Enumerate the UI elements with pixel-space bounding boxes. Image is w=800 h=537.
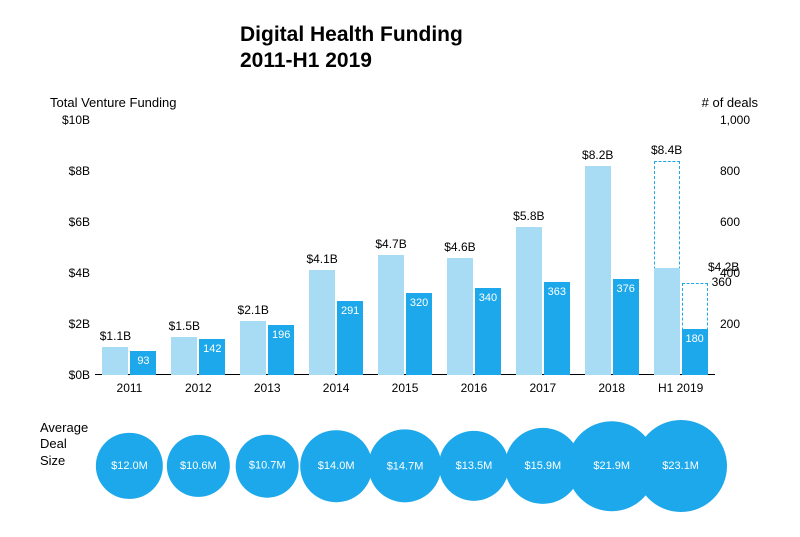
title-line-2: 2011-H1 2019 (240, 48, 463, 74)
bar-group: $4.1B2912014 (302, 120, 371, 375)
right-y-tick: 200 (720, 317, 765, 331)
left-y-tick: $2B (50, 317, 90, 331)
x-axis-label: 2015 (392, 381, 419, 395)
avg-deal-size-bubble: $10.6M (167, 435, 229, 497)
bar-group: $4.6B3402016 (440, 120, 509, 375)
funding-bar (378, 255, 404, 375)
right-y-axis-title: # of deals (702, 95, 758, 110)
left-y-tick: $6B (50, 215, 90, 229)
bar-group: $4.7B3202015 (371, 120, 440, 375)
left-y-tick: $4B (50, 266, 90, 280)
title-line-1: Digital Health Funding (240, 22, 463, 48)
right-y-tick: 1,000 (720, 113, 765, 127)
avg-deal-size-bubble: $12.0M (96, 433, 162, 499)
funding-label: $5.8B (513, 209, 544, 223)
funding-bar (102, 347, 128, 375)
funding-bar (654, 268, 680, 375)
bar-group: $8.2B3762018 (577, 120, 646, 375)
avg-deal-size-label-l2: Deal (40, 436, 88, 452)
x-axis-label: 2017 (529, 381, 556, 395)
deals-label: 196 (272, 329, 290, 341)
bar-group: $1.5B1422012 (164, 120, 233, 375)
left-y-tick: $0B (50, 368, 90, 382)
funding-label: $4.6B (444, 240, 475, 254)
x-axis-label: 2014 (323, 381, 350, 395)
deals-label: 291 (341, 305, 359, 317)
deals-label: 320 (410, 297, 428, 309)
x-axis-label: 2011 (117, 381, 143, 395)
deals-label: 363 (548, 286, 566, 298)
right-y-tick: 600 (720, 215, 765, 229)
funding-label: $2.1B (238, 303, 269, 317)
avg-deal-size-bubble: $13.5M (439, 431, 509, 501)
right-y-axis: 2004006008001,000 (720, 120, 765, 375)
x-axis-label: 2018 (598, 381, 625, 395)
funding-label: $4.7B (375, 237, 406, 251)
deals-label: 180 (685, 333, 703, 345)
bar-group: $8.4B360$4.2B180H1 2019 (646, 120, 715, 375)
left-y-axis-title: Total Venture Funding (50, 95, 176, 110)
funding-label: $8.2B (582, 148, 613, 162)
funding-bar (171, 337, 197, 375)
deals-label: 340 (479, 292, 497, 304)
avg-deal-size-bubble: $10.7M (236, 435, 299, 498)
funding-bar (309, 270, 335, 375)
avg-deal-size-label-l3: Size (40, 453, 88, 469)
funding-bar (447, 258, 473, 375)
x-axis-label: 2012 (185, 381, 212, 395)
funding-label: $1.1B (100, 329, 131, 343)
deals-label: 376 (617, 283, 635, 295)
funding-bar (585, 166, 611, 375)
funding-bar (516, 227, 542, 375)
funding-projection-label: $8.4B (651, 143, 682, 157)
x-axis-label: 2013 (254, 381, 281, 395)
deals-label: 142 (203, 343, 221, 355)
funding-label: $1.5B (169, 319, 200, 333)
avg-deal-size-bubble-row: $12.0M$10.6M$10.7M$14.0M$14.7M$13.5M$15.… (95, 420, 715, 520)
avg-deal-size-bubble: $14.0M (300, 430, 372, 502)
avg-deal-size-label: Average Deal Size (40, 420, 88, 469)
avg-deal-size-label-l1: Average (40, 420, 88, 436)
x-axis-label: 2016 (461, 381, 488, 395)
right-y-tick: 800 (720, 164, 765, 178)
left-y-tick: $8B (50, 164, 90, 178)
bar-group: $1.1B932011 (95, 120, 164, 375)
funding-bar (240, 321, 266, 375)
chart-title: Digital Health Funding 2011-H1 2019 (240, 22, 463, 75)
bar-chart-area: $1.1B932011$1.5B1422012$2.1B1962013$4.1B… (95, 120, 715, 375)
avg-deal-size-bubble: $23.1M (635, 420, 727, 512)
bar-group: $2.1B1962013 (233, 120, 302, 375)
deals-projection-label: 360 (712, 275, 732, 289)
avg-deal-size-bubble: $14.7M (368, 429, 441, 502)
funding-label: $4.1B (306, 252, 337, 266)
left-y-tick: $10B (50, 113, 90, 127)
x-axis-label: H1 2019 (658, 381, 703, 395)
funding-label: $4.2B (708, 260, 739, 274)
bar-group: $5.8B3632017 (508, 120, 577, 375)
deals-label: 93 (137, 355, 149, 367)
left-y-axis: $0B$2B$4B$6B$8B$10B (50, 120, 90, 375)
